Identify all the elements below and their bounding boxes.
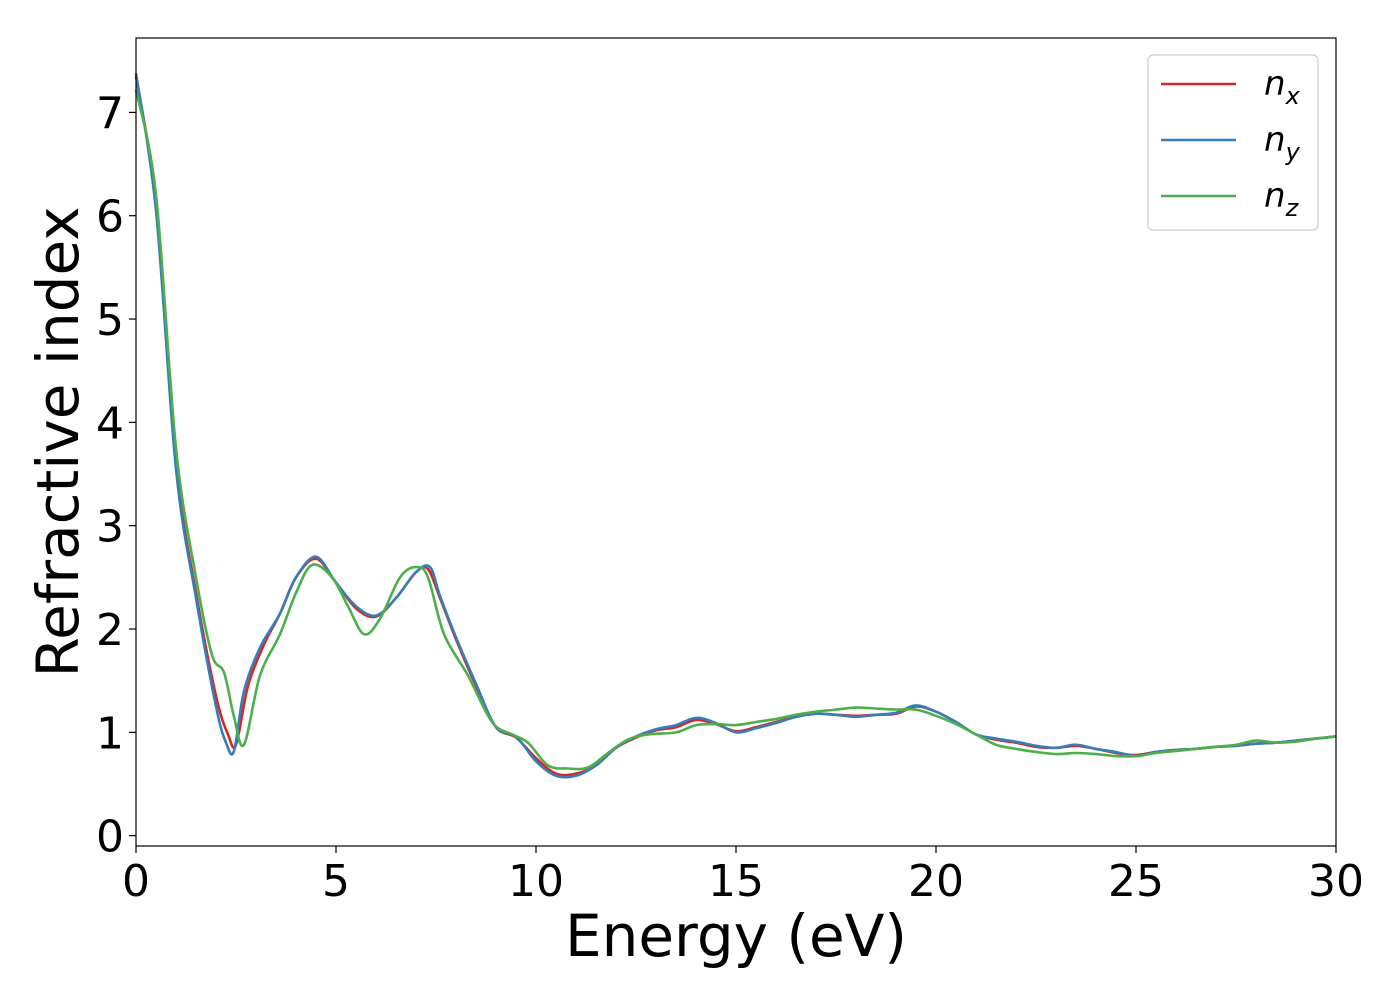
series-line-n-z: [134, 89, 1337, 771]
x-tick-label: 10: [508, 856, 564, 907]
y-tick-label: 0: [96, 812, 124, 863]
legend-label-n-x: nx: [1264, 64, 1301, 110]
series-line-n-y: [134, 72, 1337, 779]
x-tick-label: 0: [122, 856, 150, 907]
y-axis-ticks: 0 1 2 3 4 5 6 7: [96, 88, 136, 863]
legend-label-n-y: ny: [1264, 120, 1301, 166]
y-tick-label: 6: [96, 192, 124, 243]
x-tick-label: 15: [708, 856, 764, 907]
y-tick-label: 1: [96, 708, 124, 759]
legend: nx ny nz: [1147, 54, 1319, 231]
y-tick-label: 5: [96, 295, 124, 346]
y-tick-label: 7: [96, 88, 124, 139]
legend-box: [1147, 54, 1319, 231]
x-tick-label: 30: [1308, 856, 1364, 907]
series-layer: [134, 72, 1337, 779]
x-axis-ticks: 0 5 10 15 20 25 30: [122, 846, 1364, 907]
x-tick-label: 5: [322, 856, 350, 907]
x-tick-label: 25: [1108, 856, 1164, 907]
x-tick-label: 20: [908, 856, 964, 907]
x-axis-label: Energy (eV): [565, 902, 907, 970]
y-tick-label: 2: [96, 605, 124, 656]
y-tick-label: 3: [96, 502, 124, 553]
y-tick-label: 4: [96, 398, 124, 449]
legend-label-n-z: nz: [1264, 176, 1300, 222]
y-axis-label: Refractive index: [24, 206, 92, 677]
